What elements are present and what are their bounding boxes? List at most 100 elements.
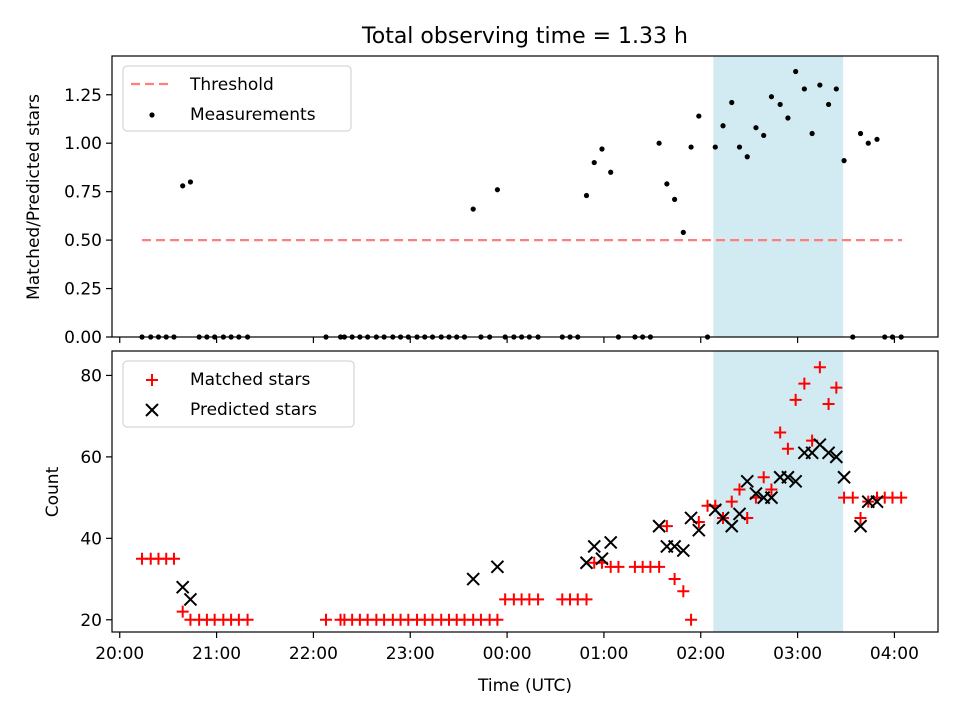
top-y-tick-label: 0.25 [64, 280, 102, 300]
predicted-star-point [781, 470, 795, 484]
top-y-axis: 0.00 0.25 0.50 0.75 1.00 1.25 [64, 86, 112, 348]
measurement-point [656, 140, 662, 146]
matched-star-point [668, 573, 681, 586]
predicted-star-point [667, 539, 682, 554]
matched-star-point [781, 442, 794, 455]
bottom-x-axis: 20:00 21:00 22:00 23:00 00:00 01:00 02:00 03:00… [95, 632, 919, 664]
x-tick-label: 04:00 [870, 644, 919, 664]
top-y-tick-label: 1.00 [64, 134, 102, 154]
legend-predicted-swatch [145, 403, 159, 417]
matched-star-point [580, 593, 593, 606]
matched-star-point [241, 613, 254, 626]
measurement-point [874, 136, 880, 142]
predicted-star-point [587, 539, 601, 554]
matched-star-point [830, 381, 843, 394]
matched-star-point [789, 393, 802, 406]
measurement-point [833, 86, 839, 92]
legend-threshold-label: Threshold [189, 75, 274, 95]
predicted-star-point [490, 560, 505, 574]
x-tick-label: 22:00 [289, 644, 338, 664]
legend-matched-swatch [146, 374, 158, 386]
measurement-point [753, 125, 759, 131]
x-tick-label: 02:00 [676, 644, 725, 664]
x-tick-label: 00:00 [483, 644, 532, 664]
x-tick-label: 20:00 [95, 644, 144, 664]
predicted-star-point [749, 486, 763, 501]
measurement-point [761, 132, 767, 139]
matched-star-point [725, 495, 738, 508]
predicted-star-point [175, 580, 190, 594]
matched-star-point [167, 552, 180, 565]
top-y-axis-label: Matched/Predicted stars [24, 94, 44, 300]
top-y-tick-label: 1.25 [64, 86, 102, 106]
measurement-point [793, 68, 799, 75]
bottom-y-axis-label: Count [43, 466, 63, 517]
predicted-star-point [692, 523, 706, 537]
predicted-star-point [870, 494, 884, 509]
matched-star-point [854, 511, 867, 524]
measurement-point [801, 86, 807, 92]
predicted-star-point [183, 592, 198, 607]
predicted-star-point [725, 519, 739, 533]
measurement-point [744, 154, 750, 160]
bottom-legend: Matched stars Predicted stars [122, 360, 355, 428]
measurement-point [729, 99, 735, 106]
legend-measurements-swatch [149, 112, 155, 118]
chart-title: Total observing time = 1.33 h [361, 24, 688, 49]
x-tick-label: 01:00 [579, 644, 628, 664]
legend-predicted-label: Predicted stars [190, 400, 317, 420]
matched-star-point [660, 520, 673, 533]
bottom-shaded-region [713, 351, 844, 632]
top-panel: 0.00 0.25 0.50 0.75 1.00 1.25 Matched/Predict… [24, 55, 939, 348]
measurement-point [809, 130, 815, 137]
measurement-point [825, 101, 832, 108]
x-tick-label: 03:00 [773, 644, 822, 664]
measurement-point [599, 146, 605, 152]
matched-star-point [653, 560, 666, 573]
top-plot-frame [111, 55, 939, 338]
measurement-point [777, 101, 783, 108]
top-y-tick-label: 0.50 [64, 231, 102, 251]
top-y-tick-label: 0.00 [64, 328, 102, 348]
predicted-star-point [829, 450, 844, 464]
matched-star-point [685, 613, 698, 626]
measurement-point [672, 196, 678, 203]
predicted-star-point [466, 572, 480, 586]
predicted-star-point [821, 446, 836, 460]
matched-star-point [491, 613, 504, 626]
top-legend: Threshold Measurements [122, 65, 352, 132]
predicted-star-point [740, 474, 754, 489]
bottom-y-tick-label: 80 [80, 366, 102, 386]
predicted-star-point [764, 490, 779, 505]
measurement-point [494, 187, 501, 193]
measurement-point [608, 169, 614, 175]
matched-star-point [798, 377, 811, 390]
measurement-point [712, 144, 718, 150]
x-tick-label: 23:00 [386, 644, 435, 664]
measurement-point [688, 144, 694, 150]
measurement-point [841, 158, 847, 164]
measurement-point [768, 94, 775, 100]
matched-star-point [176, 605, 189, 618]
matched-star-point [320, 613, 333, 626]
matched-star-point [757, 471, 770, 484]
predicted-star-point [853, 519, 868, 533]
predicted-star-point [595, 551, 609, 566]
matched-star-point [895, 491, 908, 504]
matched-star-point [677, 585, 690, 598]
measurement-point [857, 130, 864, 137]
matched-star-point [612, 560, 625, 573]
top-shaded-region [713, 56, 844, 337]
bottom-y-tick-label: 40 [80, 529, 102, 549]
measurement-point [664, 181, 670, 187]
predicted-star-point [579, 556, 594, 570]
legend-measurements-label: Measurements [190, 105, 316, 125]
predicted-star-point [603, 535, 618, 550]
matched-star-point [774, 426, 787, 439]
matched-star-point [822, 397, 835, 410]
predicted-star-point [676, 543, 691, 558]
matched-star-point [733, 483, 746, 496]
measurement-point [187, 179, 194, 185]
bottom-y-tick-label: 60 [80, 448, 102, 468]
